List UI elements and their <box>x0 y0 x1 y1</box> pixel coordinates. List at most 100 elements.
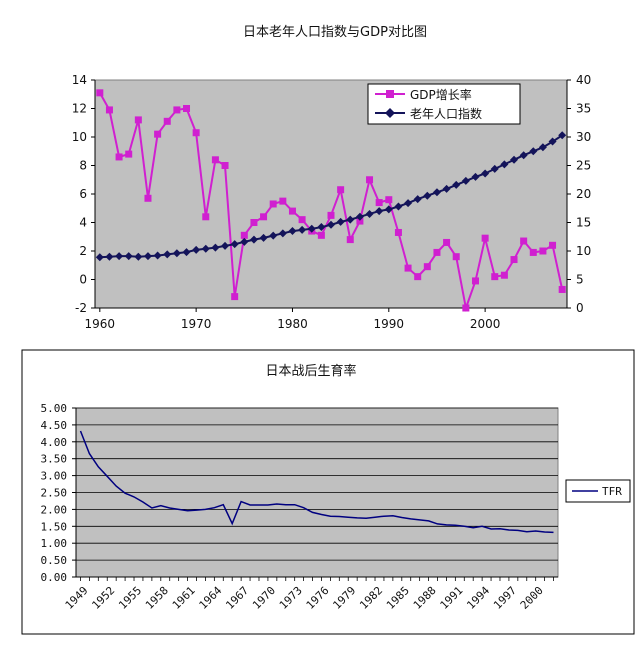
chart1-y-left-tick-label: -2 <box>75 301 87 315</box>
chart1-point-gdp <box>433 248 441 256</box>
chart1-point-elderly <box>500 160 509 169</box>
chart1-point-elderly <box>288 227 297 236</box>
chart2-y-tick-label: 4.00 <box>41 436 68 449</box>
chart1-y-right-tick-label: 25 <box>576 159 591 173</box>
chart1-point-elderly <box>327 220 335 229</box>
chart1-point-gdp <box>385 196 393 204</box>
chart1-point-gdp <box>471 277 479 285</box>
chart2-y-tick-label: 1.50 <box>41 520 68 533</box>
chart1-y-left-tick-label: 6 <box>79 187 87 201</box>
chart1-point-elderly <box>548 137 557 146</box>
chart1-point-elderly <box>442 184 451 193</box>
chart1-point-gdp <box>96 89 104 97</box>
chart1-point-gdp <box>549 241 557 249</box>
chart1-x-tick-label: 1980 <box>277 317 308 331</box>
chart-1: 日本老年人口指数与GDP对比图 -2 0 2 4 6 8 10 12 14 0 5 10 15 20 25… <box>72 25 592 331</box>
chart1-y-right-tick-label: 0 <box>576 301 584 315</box>
chart1-point-gdp <box>154 130 162 138</box>
chart1-y-left-tick-label: 8 <box>79 159 87 173</box>
chart1-point-gdp <box>539 247 547 255</box>
chart1-point-elderly <box>365 209 374 218</box>
chart1-point-elderly <box>510 155 519 164</box>
chart1-y-left-tick-label: 10 <box>72 130 87 144</box>
chart1-point-elderly <box>221 241 230 250</box>
chart1-point-gdp <box>183 105 191 112</box>
chart2-y-tick-label: 2.50 <box>41 487 68 500</box>
chart1-point-gdp <box>346 236 354 244</box>
chart1-point-gdp <box>288 207 296 215</box>
chart1-point-gdp <box>452 253 460 261</box>
chart1-y-right-tick-label: 5 <box>576 273 584 287</box>
legend-tfr-label: TFR <box>602 485 622 498</box>
chart2-y-tick-label: 4.50 <box>41 419 68 432</box>
chart1-point-gdp <box>520 237 528 245</box>
chart2-gridlines <box>76 407 558 578</box>
chart1-point-elderly <box>201 244 210 253</box>
chart1-point-elderly <box>490 164 499 173</box>
chart2-y-tick-label: 1.00 <box>41 537 68 550</box>
chart1-point-elderly <box>105 252 114 261</box>
chart1-x-tick-label: 1960 <box>85 317 116 331</box>
chart-2: 日本战后生育率 0.00 0.50 1.00 1.50 2.00 2.50 3.00 3.50… <box>21 349 635 635</box>
chart1-point-elderly <box>153 251 162 260</box>
chart1-point-elderly <box>384 205 393 214</box>
chart2-y-tick-label: 0.50 <box>41 554 68 567</box>
chart1-title: 日本老年人口指数与GDP对比图 <box>243 25 427 40</box>
chart1-point-gdp <box>125 150 133 158</box>
chart1-point-elderly <box>240 237 249 246</box>
chart1-point-elderly <box>115 252 124 261</box>
chart1-point-elderly <box>230 240 239 249</box>
chart2-title: 日本战后生育率 <box>265 363 356 379</box>
chart1-point-elderly <box>163 250 172 259</box>
chart1-point-gdp <box>163 117 171 125</box>
chart1-point-gdp <box>375 199 383 207</box>
chart1-y-left-axis: -2 0 2 4 6 8 10 12 14 <box>72 73 96 315</box>
chart1-y-right-tick-label: 40 <box>576 73 591 87</box>
chart2-y-tick-label: 3.50 <box>41 453 68 466</box>
chart1-point-gdp <box>327 211 335 219</box>
chart1-series <box>95 89 567 312</box>
chart1-point-gdp <box>404 264 412 272</box>
chart1-x-tick-label: 2000 <box>470 317 501 331</box>
chart1-point-elderly <box>355 212 364 221</box>
chart1-point-elderly <box>538 143 547 152</box>
chart1-point-gdp <box>423 263 431 271</box>
chart1-point-gdp <box>144 194 152 202</box>
chart1-point-elderly <box>336 217 345 226</box>
chart1-point-elderly <box>423 191 432 200</box>
chart2-y-tick-label: 5.00 <box>41 402 68 415</box>
chart1-point-gdp <box>481 234 489 242</box>
chart1-point-gdp <box>221 162 229 169</box>
chart1-point-gdp <box>337 186 345 194</box>
chart2-series <box>79 430 554 534</box>
chart1-point-gdp <box>192 129 200 137</box>
chart1-y-left-tick-label: 14 <box>72 73 87 87</box>
chart1-point-elderly <box>124 252 133 261</box>
chart1-y-right-axis: 0 5 10 15 20 25 30 35 40 <box>566 73 591 315</box>
chart1-point-elderly <box>413 195 422 204</box>
chart1-point-elderly <box>394 202 403 211</box>
chart2-y-tick-label: 2.00 <box>41 503 68 516</box>
chart1-y-left-tick-label: 4 <box>79 216 87 230</box>
chart1-point-elderly <box>278 229 287 238</box>
chart1-point-elderly <box>558 131 567 140</box>
chart1-point-gdp <box>173 106 181 114</box>
chart1-y-left-tick-label: 0 <box>79 273 87 287</box>
chart2-y-tick-label: 0.00 <box>41 571 68 584</box>
chart1-point-gdp <box>269 200 277 208</box>
chart1-point-gdp <box>414 273 422 281</box>
chart1-point-gdp <box>250 219 258 226</box>
legend-elderly-marker <box>385 108 395 118</box>
chart1-point-gdp <box>298 216 306 224</box>
chart1-y-left-tick-label: 2 <box>79 244 87 258</box>
chart1-point-elderly <box>404 199 413 208</box>
chart1-point-elderly <box>375 207 384 216</box>
chart1-point-gdp <box>231 293 239 301</box>
chart1-point-elderly <box>192 245 201 254</box>
chart1-y-right-tick-label: 15 <box>576 216 591 230</box>
chart2-y-tick-label: 3.00 <box>41 470 68 483</box>
chart1-point-elderly <box>211 243 220 252</box>
chart1-point-gdp <box>211 156 219 164</box>
chart1-point-elderly <box>346 215 355 224</box>
